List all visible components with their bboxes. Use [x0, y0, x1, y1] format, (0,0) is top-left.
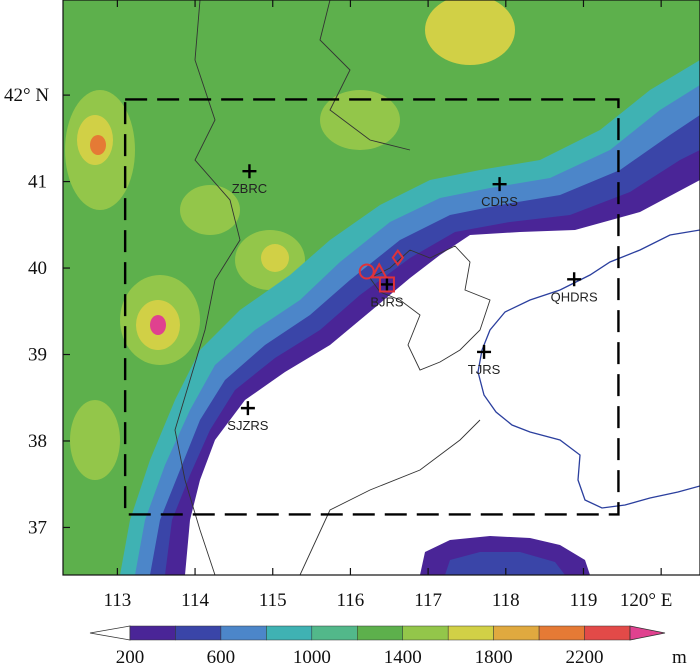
- station-marker-sjzrs: [240, 401, 255, 416]
- inner-domain-box: [123, 98, 620, 516]
- colorbar-segment: [175, 625, 222, 641]
- x-tick-label: 119: [570, 590, 598, 611]
- y-tick-label: 37: [28, 517, 47, 538]
- y-tick-label: 38: [28, 431, 47, 452]
- colorbar-segment: [266, 625, 313, 641]
- bohai-coastline: [477, 229, 700, 509]
- x-tick-label: 113: [103, 590, 131, 611]
- axis-ticks: [63, 0, 662, 575]
- y-tick-label: 40: [28, 258, 47, 279]
- station-label-bjrs: BJRS: [370, 294, 404, 309]
- red-circle-marker: [358, 263, 375, 280]
- red-square-marker: [378, 276, 395, 293]
- colorbar-segment: [357, 625, 403, 641]
- colorbar-tick-label: 1000: [293, 647, 331, 667]
- colorbar-segment: [220, 625, 267, 641]
- plateau-highlands: [65, 0, 515, 480]
- radar-stations: ZBRC CDRS QHDRS BJRS TJRS SJZRS: [227, 164, 598, 433]
- colorbar-segment: [402, 625, 449, 641]
- map-frame: [62, 0, 700, 576]
- station-marker-bjrs: [379, 277, 394, 292]
- station-label-cdrs: CDRS: [481, 194, 518, 209]
- colorbar-segment: [447, 625, 494, 641]
- terrain-layer: [63, 0, 700, 575]
- x-tick-label: 120° E: [620, 590, 672, 611]
- x-tick-label: 116: [337, 590, 365, 611]
- y-axis-labels: 42° N 41 40 39 38 37: [4, 85, 49, 538]
- station-label-zbrc: ZBRC: [232, 181, 267, 196]
- x-tick-label: 115: [259, 590, 287, 611]
- admin-boundaries: [174, 0, 491, 575]
- x-axis-labels: 113 114 115 116 117 118 119 120° E: [103, 590, 672, 611]
- colorbar-unit: m: [672, 647, 687, 667]
- colorbar-tick-label: 2200: [566, 647, 604, 667]
- colorbar-max-triangle: [629, 625, 666, 641]
- colorbar-tick-label: 1400: [384, 647, 422, 667]
- colorbar-segment: [584, 625, 631, 641]
- x-tick-label: 118: [492, 590, 520, 611]
- y-tick-label: 41: [28, 172, 47, 193]
- colorbar-segment: [538, 625, 585, 641]
- colorbar: 200 600 1000 1400 1800 2200 m: [89, 625, 687, 667]
- colorbar-tick-label: 600: [207, 647, 236, 667]
- station-label-qhdrs: QHDRS: [551, 289, 598, 304]
- colorbar-tick-label: 1800: [475, 647, 513, 667]
- colorbar-segment: [311, 625, 358, 641]
- colorbar-min-triangle: [89, 625, 131, 641]
- y-tick-label: 42° N: [4, 85, 49, 106]
- station-label-tjrs: TJRS: [468, 362, 501, 377]
- station-marker-cdrs: [492, 177, 507, 192]
- x-tick-label: 114: [181, 590, 209, 611]
- red-diamond-marker: [391, 248, 405, 267]
- colorbar-tick-label: 200: [116, 647, 145, 667]
- colorbar-segment: [129, 625, 176, 641]
- observation-markers: [358, 248, 405, 293]
- station-marker-qhdrs: [567, 272, 582, 287]
- southern-hills-top: [445, 552, 565, 575]
- x-tick-label: 117: [414, 590, 442, 611]
- station-marker-tjrs: [477, 344, 492, 359]
- station-marker-zbrc: [242, 164, 257, 179]
- colorbar-segment: [493, 625, 540, 641]
- y-tick-label: 39: [28, 345, 47, 366]
- station-label-sjzrs: SJZRS: [227, 418, 269, 433]
